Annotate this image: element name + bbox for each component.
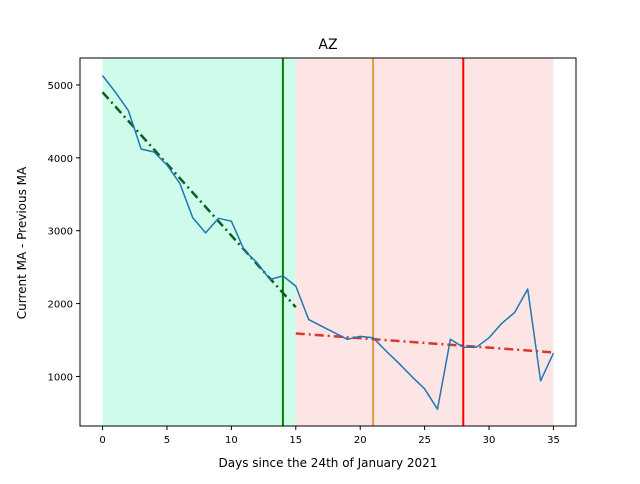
data-series: [101, 75, 555, 410]
y-tick-label: 2000: [48, 300, 73, 311]
x-tick-label: 0: [99, 435, 105, 446]
y-tick-label: 5000: [48, 81, 73, 92]
trendline-1: [295, 332, 554, 354]
shaded-region-0: [102, 58, 296, 426]
chart-title: AZ: [318, 37, 337, 53]
x-tick-label: 5: [164, 435, 170, 446]
x-tick-label: 20: [354, 435, 367, 446]
y-axis-label: Current MA - Previous MA: [15, 166, 29, 319]
vertical-reference-lines: [281, 58, 465, 426]
plot-frame: [79, 57, 577, 427]
shaded-regions: [102, 58, 554, 426]
trendlines: [101, 91, 554, 354]
x-tick-label: 30: [483, 435, 496, 446]
y-axis-ticks: 1000 2000 3000 4000 5000: [48, 81, 80, 383]
series-line-0: [101, 75, 555, 410]
y-tick-label: 3000: [48, 227, 73, 238]
x-tick-label: 25: [418, 435, 431, 446]
y-tick-label: 4000: [48, 154, 73, 165]
y-tick-label: 1000: [48, 372, 73, 383]
x-axis-label: Days since the 24th of January 2021: [219, 456, 438, 470]
x-axis-ticks: 0 5 10 15 20 25 30 35: [99, 426, 560, 446]
x-tick-label: 35: [547, 435, 560, 446]
shaded-region-1: [295, 58, 554, 426]
x-tick-label: 15: [289, 435, 302, 446]
x-tick-label: 10: [225, 435, 238, 446]
